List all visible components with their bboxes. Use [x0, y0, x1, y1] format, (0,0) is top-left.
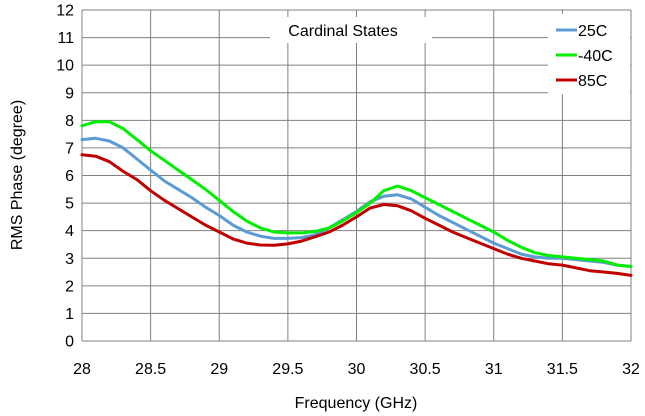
y-tick-label: 10	[56, 58, 74, 75]
series-line-1	[80, 120, 633, 268]
x-axis-ticks: 28 28.5 29 29.5 30 30.5 31 31.5 32	[73, 361, 640, 378]
x-axis-title: Frequency (GHz)	[295, 395, 418, 412]
y-tick-label: 3	[65, 251, 74, 268]
x-tick-label: 31.5	[547, 361, 578, 378]
x-tick-label: 32	[622, 361, 640, 378]
y-tick-label: 2	[65, 278, 74, 295]
chart-title: Cardinal States	[288, 23, 397, 40]
y-tick-label: 6	[65, 168, 74, 185]
x-tick-label: 30	[348, 361, 366, 378]
legend-label-1: -40C	[578, 48, 613, 65]
x-tick-label: 31	[485, 361, 503, 378]
x-tick-label: 28.5	[135, 361, 166, 378]
legend: 25C -40C 85C	[556, 23, 613, 90]
y-tick-label: 1	[65, 306, 74, 323]
title-background	[270, 17, 432, 43]
x-tick-label: 28	[73, 361, 91, 378]
y-tick-label: 11	[57, 30, 74, 47]
series-lines	[80, 120, 633, 277]
x-tick-label: 30.5	[410, 361, 441, 378]
y-axis-title: RMS Phase (degree)	[9, 100, 26, 250]
y-tick-label: 7	[65, 140, 74, 157]
y-tick-label: 4	[65, 223, 74, 240]
x-tick-label: 29.5	[272, 361, 303, 378]
y-tick-label: 12	[56, 3, 74, 20]
series-line-2	[80, 153, 633, 277]
legend-label-0: 25C	[578, 23, 607, 40]
y-tick-label: 0	[65, 334, 74, 351]
gridlines	[81, 9, 632, 342]
y-tick-label: 9	[65, 85, 74, 102]
y-tick-label: 8	[65, 113, 74, 130]
x-tick-label: 29	[210, 361, 228, 378]
y-tick-label: 5	[65, 196, 74, 213]
legend-label-2: 85C	[578, 73, 607, 90]
